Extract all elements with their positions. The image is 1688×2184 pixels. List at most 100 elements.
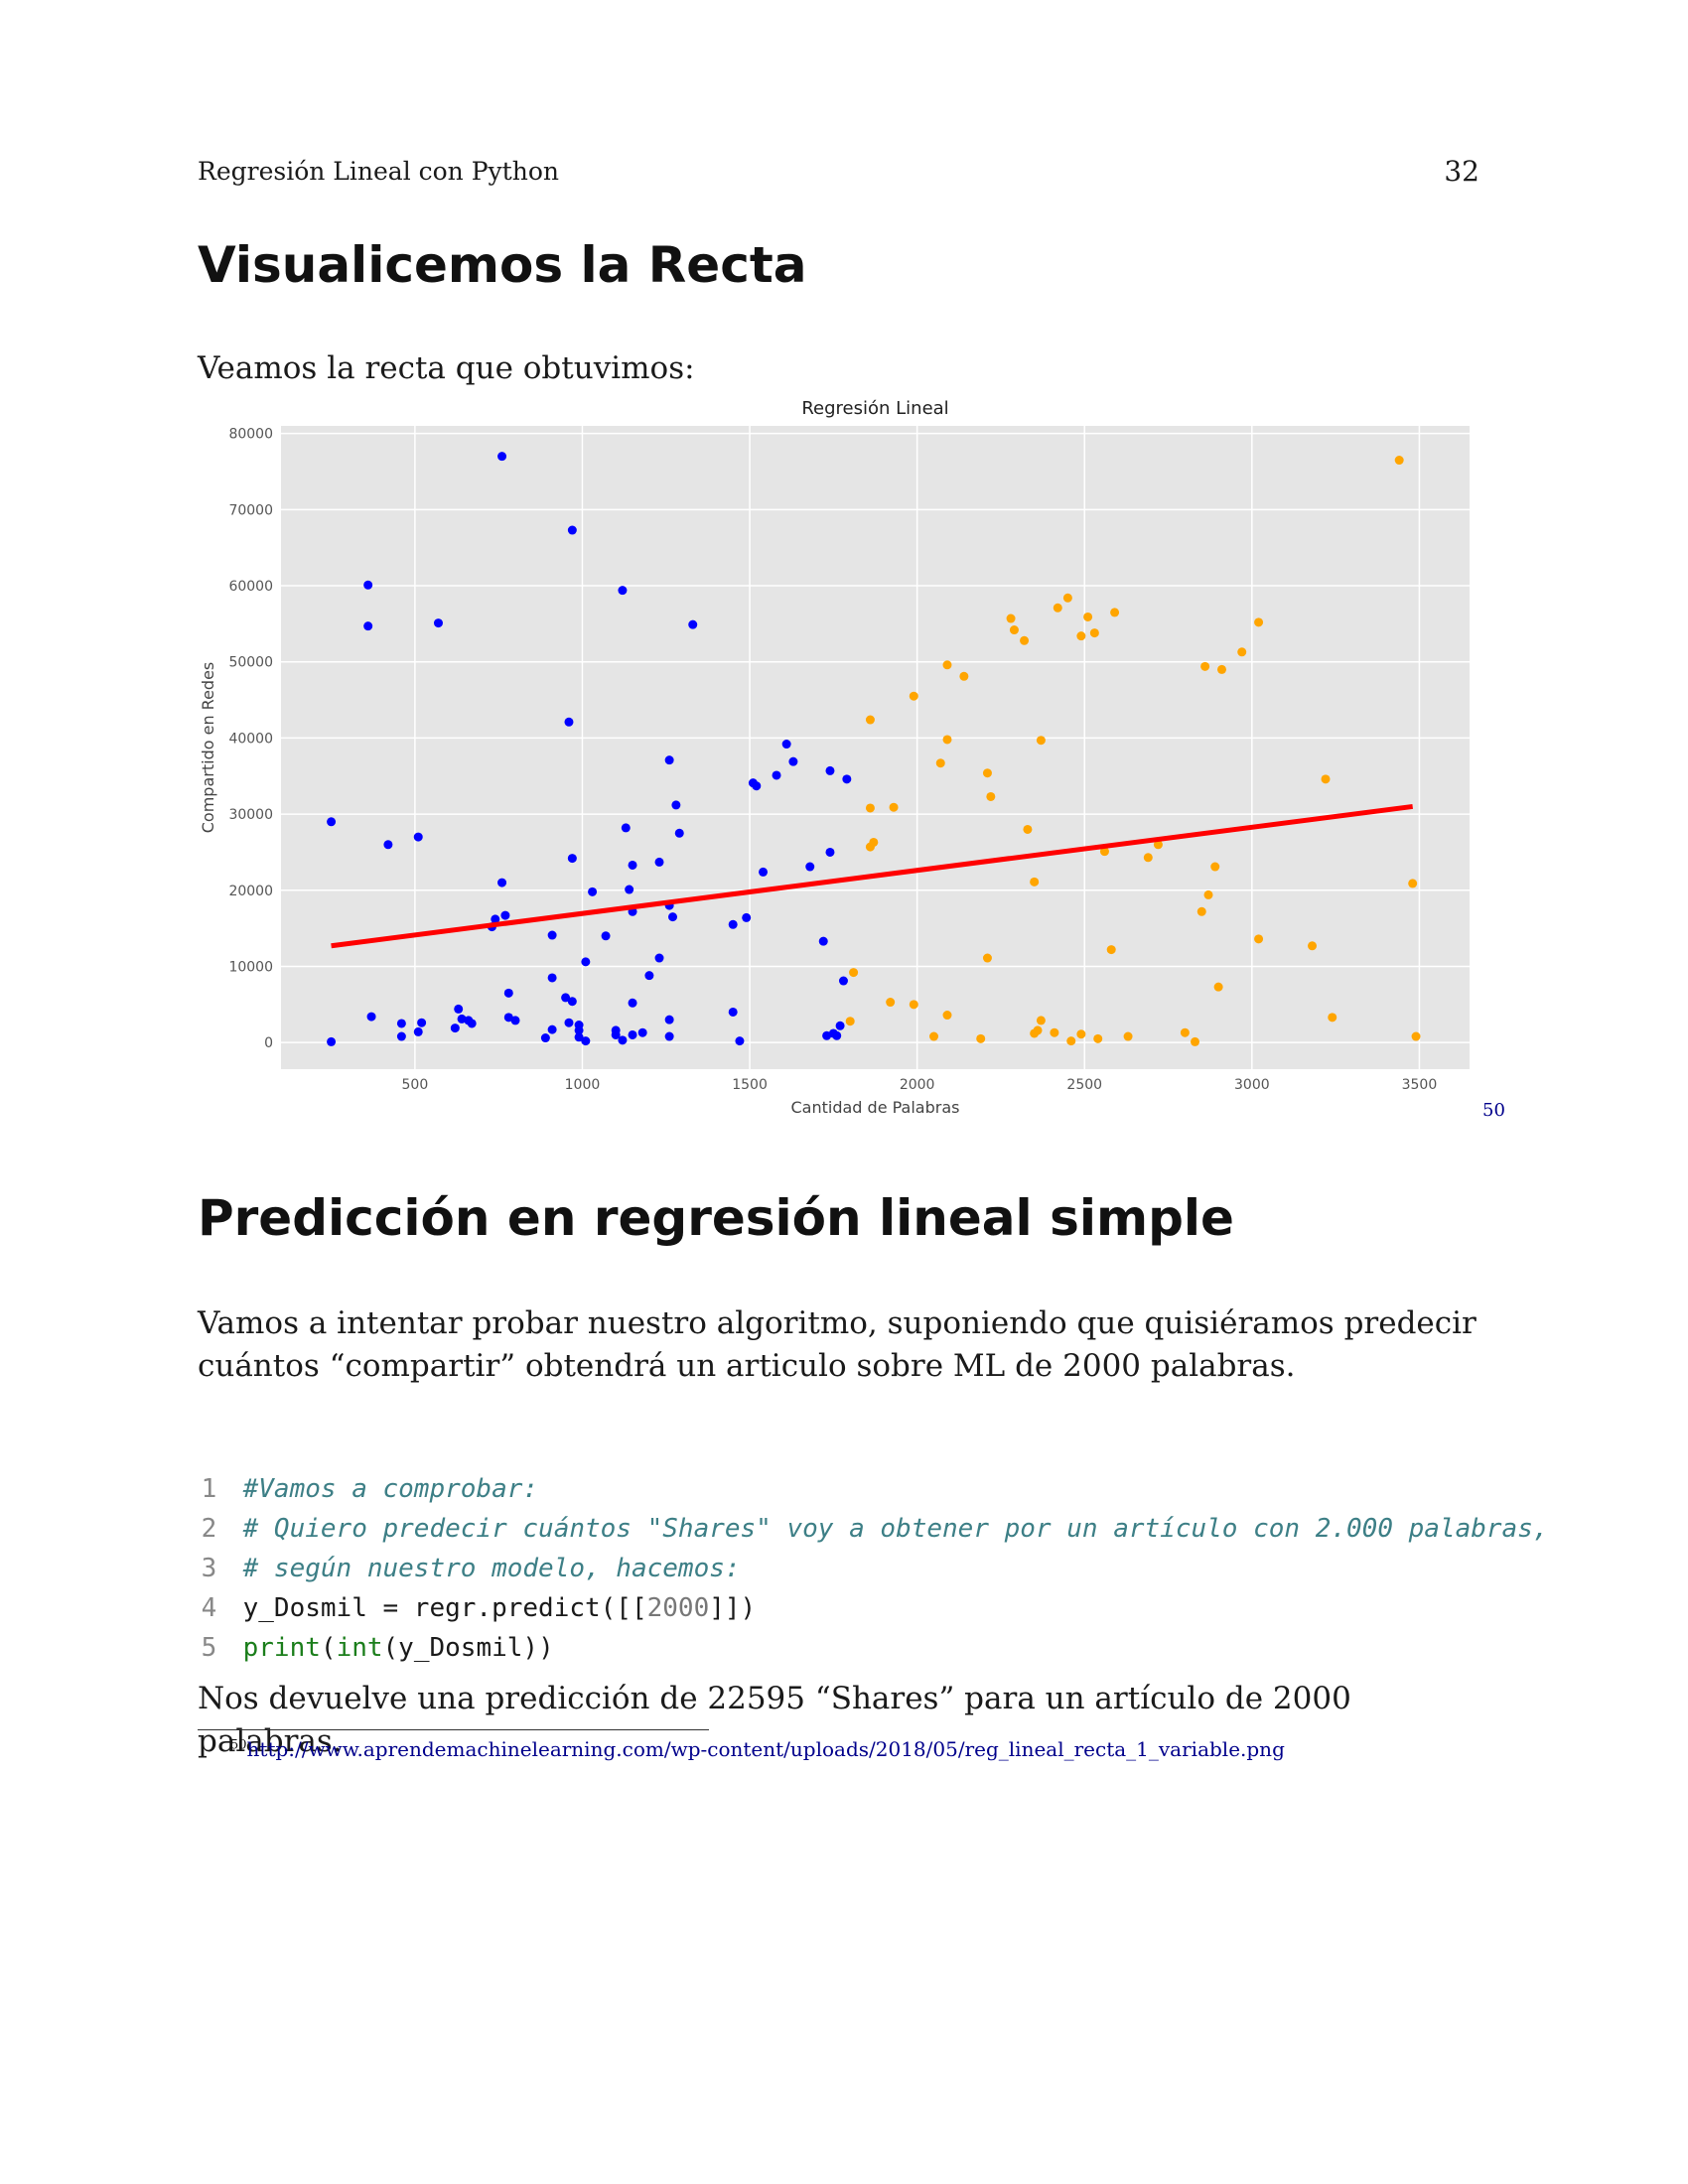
data-point-orange [1216, 664, 1226, 674]
data-point-orange [1411, 1031, 1421, 1041]
data-point-orange [865, 803, 875, 813]
data-point-orange [1328, 1013, 1337, 1023]
data-point-blue [500, 910, 510, 920]
data-point-orange [976, 1033, 986, 1043]
footnote-link[interactable]: http://www.aprendemachinelearning.com/wp… [246, 1737, 1285, 1761]
code-text: y_Dosmil = regr.predict([[ [242, 1593, 647, 1623]
data-point-blue [366, 1012, 376, 1022]
data-point-orange [1210, 862, 1220, 872]
data-point-blue [664, 755, 674, 765]
data-point-blue [637, 1027, 647, 1037]
data-point-blue [644, 971, 654, 981]
data-point-blue [625, 885, 634, 894]
line-number: 2 [201, 1514, 217, 1544]
data-point-blue [497, 452, 507, 462]
data-point-blue [654, 857, 664, 867]
data-point-blue [668, 912, 678, 922]
data-point-orange [1062, 593, 1072, 603]
code-block: 1 #Vamos a comprobar: 2 # Quiero predecir … [139, 1430, 1549, 1663]
data-point-blue [396, 1019, 406, 1028]
y-axis-label: Compartido en Redes [199, 662, 217, 833]
data-point-orange [909, 691, 918, 701]
data-point-orange [1066, 1036, 1076, 1046]
code-comment: # según nuestro modelo, hacemos: [242, 1554, 741, 1583]
data-point-orange [1153, 840, 1163, 850]
data-point-orange [986, 791, 996, 801]
data-point-blue [396, 1031, 406, 1041]
code-line: 5 print(int(y_Dosmil)) [139, 1588, 1549, 1663]
data-point-orange [959, 671, 969, 681]
plot-area [281, 426, 1470, 1069]
data-point-orange [1308, 941, 1318, 951]
y-tick-label: 10000 [228, 959, 273, 975]
data-point-blue [611, 1029, 621, 1039]
data-point-orange [1083, 612, 1093, 621]
data-point-orange [1321, 774, 1331, 784]
data-point-blue [674, 828, 684, 838]
data-point-orange [929, 1031, 939, 1041]
data-point-blue [581, 957, 591, 967]
data-point-blue [842, 774, 852, 784]
data-point-orange [1030, 1028, 1040, 1038]
data-point-orange [1106, 945, 1116, 955]
data-point-orange [1237, 647, 1247, 657]
intro-paragraph: Veamos la recta que obtuvimos: [198, 350, 695, 386]
section-heading-visualize: Visualicemos la Recta [198, 236, 807, 294]
data-point-blue [618, 1035, 628, 1045]
data-point-blue [417, 1018, 427, 1027]
data-point-orange [1036, 1016, 1046, 1025]
data-point-orange [1123, 1031, 1133, 1041]
data-point-blue [788, 756, 798, 766]
data-point-orange [1076, 1029, 1086, 1039]
data-point-orange [1099, 847, 1109, 857]
data-point-blue [413, 1026, 423, 1036]
data-point-blue [832, 1030, 842, 1040]
data-point-blue [818, 936, 828, 946]
data-point-blue [654, 953, 664, 963]
footnote-reference[interactable]: 50 [1482, 1100, 1505, 1121]
data-point-blue [735, 1036, 745, 1046]
data-point-blue [413, 832, 423, 842]
scatter-chart: 500 1000 1500 2000 2500 3000 3500 0 10000 20000 30… [199, 398, 1470, 1117]
data-point-blue [363, 580, 373, 590]
data-point-blue [688, 619, 698, 629]
data-point-blue [327, 817, 337, 827]
data-point-blue [664, 1031, 674, 1041]
x-tick-label: 1500 [732, 1077, 768, 1093]
data-point-blue [825, 765, 835, 775]
data-point-orange [942, 660, 952, 670]
data-point-orange [1213, 982, 1223, 992]
code-builtin: print [242, 1633, 321, 1663]
line-number: 3 [201, 1554, 217, 1583]
data-point-orange [1030, 877, 1040, 887]
data-point-orange [1006, 614, 1016, 623]
data-point-orange [889, 802, 899, 812]
data-point-blue [564, 717, 574, 727]
data-point-blue [588, 887, 598, 896]
data-point-orange [1408, 879, 1418, 888]
x-tick-label: 2000 [900, 1077, 935, 1093]
page-number: 32 [1444, 155, 1479, 188]
data-point-orange [942, 1011, 952, 1021]
data-point-blue [564, 1018, 574, 1027]
data-point-blue [574, 1025, 584, 1035]
y-tick-label: 30000 [228, 807, 273, 823]
running-title: Regresión Lineal con Python [198, 157, 559, 186]
data-point-orange [1180, 1027, 1190, 1037]
data-point-orange [1036, 736, 1046, 746]
data-point-blue [628, 860, 637, 870]
code-number: 2000 [646, 1593, 710, 1623]
code-text: ]]) [709, 1593, 757, 1623]
data-point-blue [728, 1007, 738, 1017]
data-point-orange [909, 1000, 918, 1010]
data-point-orange [1254, 934, 1264, 944]
data-point-orange [1089, 628, 1099, 638]
data-point-orange [845, 1017, 855, 1026]
data-point-blue [454, 1004, 464, 1014]
x-tick-label: 500 [402, 1077, 429, 1093]
y-tick-label: 60000 [228, 579, 273, 595]
data-point-blue [450, 1024, 460, 1033]
data-point-orange [865, 715, 875, 725]
data-point-blue [822, 1030, 832, 1040]
data-point-blue [503, 988, 513, 998]
